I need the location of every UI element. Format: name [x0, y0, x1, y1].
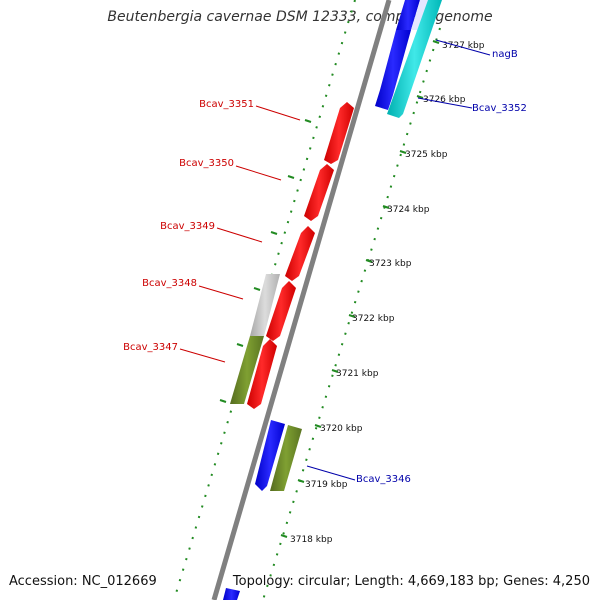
gene-label-bcav-3349[interactable]: Bcav_3349 [160, 221, 215, 232]
accession-text: Accession: NC_012669 [9, 574, 157, 589]
scale-label: 3726 kbp [423, 95, 466, 105]
gene-label-bcav-3352[interactable]: Bcav_3352 [472, 103, 527, 114]
gene-bcav-3348-red[interactable] [266, 281, 296, 341]
gene-blue-bottom[interactable] [255, 420, 285, 491]
gene-label-bcav-3350[interactable]: Bcav_3350 [179, 158, 234, 169]
tick-3727 [432, 40, 440, 44]
gene-label-nagB[interactable]: nagB [492, 49, 518, 60]
scale-ticks [280, 40, 440, 538]
gene-bcav-3347-red[interactable] [247, 339, 277, 409]
tick-3726 [416, 95, 424, 99]
map-title: Beutenbergia cavernae DSM 12333, complet… [107, 9, 493, 25]
gene-label-bcav-3348[interactable]: Bcav_3348 [142, 278, 197, 289]
bcav-3348-leader [198, 285, 244, 300]
gene-bcav-3346[interactable] [270, 425, 302, 491]
bcav-3350-leader [235, 165, 282, 181]
tick-3724 [382, 205, 390, 209]
leader-lines [179, 39, 491, 481]
gene-label-bcav-3346[interactable]: Bcav_3346 [356, 474, 411, 485]
tick-3719 [297, 479, 305, 483]
gene-label-bcav-3347[interactable]: Bcav_3347 [123, 342, 178, 353]
gene-blue-edge[interactable] [223, 588, 240, 600]
gene-blue-top[interactable] [396, 0, 420, 30]
gene-bcav-3351[interactable] [324, 102, 354, 164]
scale-label: 3723 kbp [369, 259, 412, 269]
scale-label: 3719 kbp [305, 480, 348, 490]
tick-3718 [280, 534, 288, 538]
gene-nagB[interactable] [375, 30, 411, 110]
inner-dotted-track [262, 27, 441, 600]
scale-label: 3725 kbp [405, 150, 448, 160]
gene-bcav-3348[interactable] [250, 274, 280, 336]
gene-label-bcav-3351[interactable]: Bcav_3351 [199, 99, 254, 110]
gene-bcav-3352[interactable] [387, 0, 442, 118]
genome-summary-text: Topology: circular; Length: 4,669,183 bp… [232, 574, 590, 589]
tick-3725 [399, 150, 407, 154]
scale-labels: 3727 kbp 3726 kbp 3725 kbp 3724 kbp 3723… [290, 41, 485, 545]
bcav-3349-leader [216, 227, 263, 243]
bcav-3347-leader [179, 348, 226, 363]
bcav-3346-leader [306, 465, 356, 481]
scale-label: 3727 kbp [442, 41, 485, 51]
gene-bcav-3347[interactable] [230, 336, 264, 404]
scale-label: 3718 kbp [290, 535, 333, 545]
gene-bcav-3350[interactable] [304, 164, 334, 221]
gene-bcav-3349[interactable] [285, 226, 315, 281]
tick-3721 [331, 369, 339, 373]
outer-ticks [219, 119, 312, 403]
tick-3723 [365, 259, 373, 263]
gene-labels: nagB Bcav_3352 Bcav_3351 Bcav_3350 Bcav_… [123, 49, 527, 485]
tick-3720 [314, 424, 322, 428]
tick-3722 [348, 314, 356, 318]
nagB-leader [435, 39, 491, 56]
gene-white-top[interactable] [411, 0, 428, 30]
bcav-3351-leader [255, 105, 301, 121]
genome-backbone [211, 0, 392, 600]
bcav-3352-leader [417, 97, 473, 109]
scale-label: 3724 kbp [387, 205, 430, 215]
scale-label: 3722 kbp [352, 314, 395, 324]
scale-label: 3721 kbp [336, 369, 379, 379]
scale-label: 3720 kbp [320, 424, 363, 434]
